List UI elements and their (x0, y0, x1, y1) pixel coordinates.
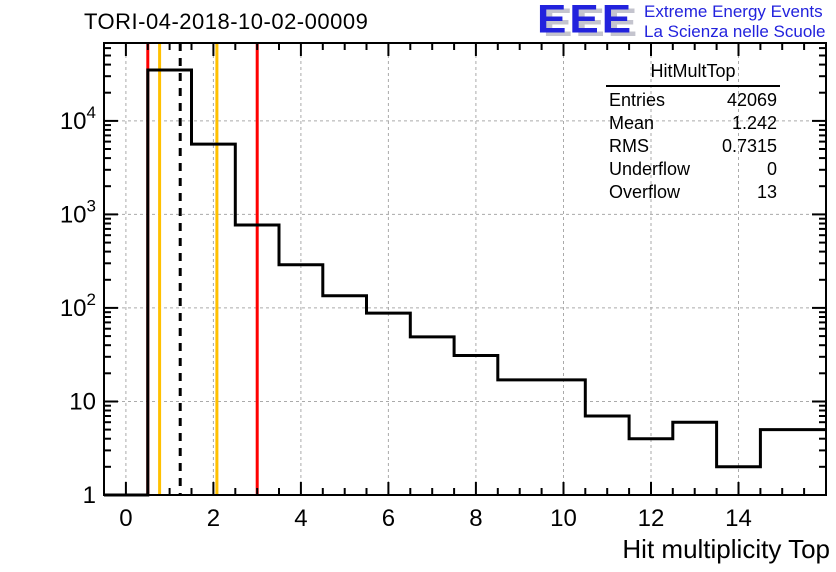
plot-title: TORI-04-2018-10-02-00009 (84, 9, 369, 34)
cut-lines (146, 43, 259, 495)
x-tick-label: 12 (638, 505, 665, 532)
stats-row-entries: Entries 42069 (606, 89, 780, 112)
eee-logo-line2: La Scienza nelle Scuole (644, 22, 826, 41)
y-tick-label: 104 (60, 103, 96, 135)
x-tick-labels: 0 2 4 6 8 10 12 14 (119, 505, 752, 532)
stats-label: Mean (609, 113, 655, 133)
x-axis-title: Hit multiplicity Top (622, 534, 830, 564)
stats-value: 0.7315 (721, 136, 777, 156)
axis-ticks (104, 43, 826, 496)
stats-row-rms: RMS 0.7315 (606, 135, 780, 158)
y-tick-labels: 1 10 102 103 104 (60, 103, 96, 509)
stats-row-underflow: Underflow 0 (606, 158, 780, 181)
gridlines (104, 43, 826, 495)
y-tick-label: 103 (60, 196, 96, 228)
stats-value: 1.242 (731, 113, 777, 133)
stats-label: RMS (609, 136, 649, 156)
eee-logo-line1: Extreme Energy Events (644, 2, 823, 21)
stats-row-overflow: Overflow 13 (606, 181, 780, 204)
eee-logo-text: Extreme Energy Events La Scienza nelle S… (644, 2, 825, 42)
x-tick-label: 2 (207, 505, 220, 532)
stats-label: Overflow (609, 182, 681, 202)
histogram-line (104, 68, 826, 497)
stats-box: HitMultTop Entries 42069 Mean 1.242 RMS … (606, 60, 780, 204)
stats-box-title: HitMultTop (606, 60, 780, 87)
eee-logo-letters: EEE (537, 0, 635, 42)
stats-label: Underflow (609, 159, 691, 179)
x-tick-label: 4 (294, 505, 307, 532)
x-tick-label: 0 (119, 505, 132, 532)
stats-value: 13 (756, 182, 777, 202)
x-tick-label: 8 (469, 505, 482, 532)
stats-value: 42069 (726, 90, 777, 110)
y-tick-label: 10 (69, 389, 96, 416)
x-tick-label: 10 (550, 505, 577, 532)
frame (103, 42, 827, 496)
stats-value: 0 (766, 159, 777, 179)
stats-label: Entries (609, 90, 666, 110)
stats-row-mean: Mean 1.242 (606, 112, 780, 135)
x-tick-label: 14 (725, 505, 752, 532)
eee-logo: EEE Extreme Energy Events La Scienza nel… (537, 0, 826, 43)
y-tick-label: 102 (60, 290, 96, 322)
x-tick-label: 6 (382, 505, 395, 532)
y-tick-label: 1 (83, 482, 96, 509)
